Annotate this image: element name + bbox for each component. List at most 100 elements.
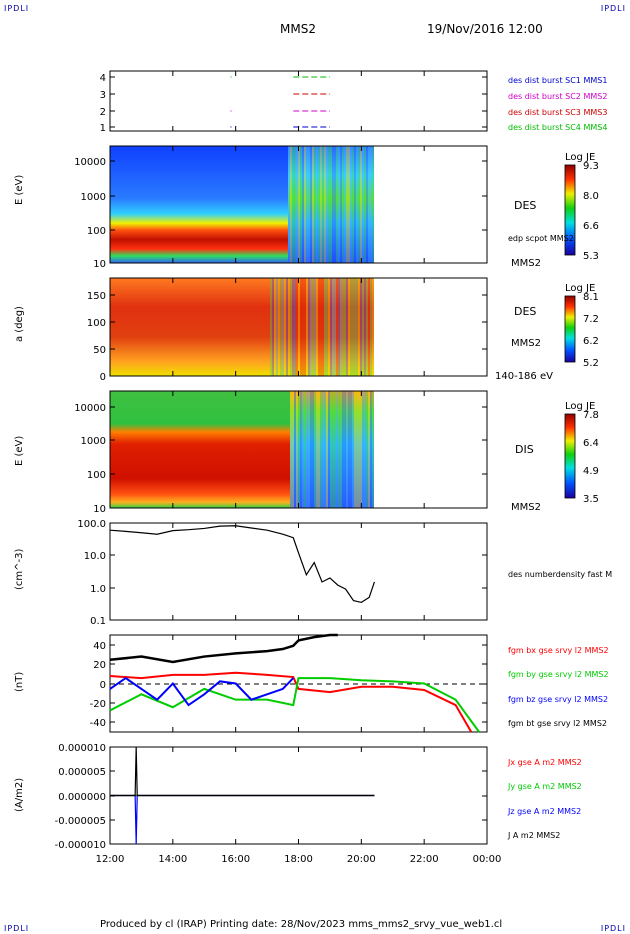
spectrogram-stripe — [304, 391, 306, 508]
spectrogram-stripe — [308, 278, 310, 376]
colorbar-tick-label: 8.0 — [583, 191, 599, 202]
burst-legend-sc1: des dist burst SC1 MMS1 — [508, 76, 608, 85]
spectrogram-stripe — [320, 391, 322, 508]
spectrogram-stripe — [340, 278, 342, 376]
spectrogram-stripe — [362, 146, 364, 263]
bfield-y-tick: 20 — [93, 660, 106, 671]
spectrogram-stripe — [330, 391, 332, 508]
des-energy-spectrogram — [110, 146, 298, 263]
spectrogram-stripe — [338, 391, 340, 508]
current-y-tick: -0.000010 — [55, 840, 106, 851]
spectrogram-stripe — [364, 391, 366, 508]
density-y-tick: 1.0 — [90, 584, 106, 595]
spectrogram-stripe — [340, 391, 342, 508]
colorbar-tick-label: 4.9 — [583, 466, 599, 477]
spectrogram-stripe — [322, 391, 324, 508]
spectrogram-stripe — [350, 278, 352, 376]
bfield-line — [109, 676, 294, 707]
current-panel — [109, 746, 488, 845]
des-pitch-stripes — [270, 278, 374, 376]
spectrogram-stripe — [304, 278, 306, 376]
spectrogram-stripe — [288, 146, 290, 263]
bfield-y-tick: 40 — [93, 641, 106, 652]
spectrogram-stripe — [296, 278, 298, 376]
des-pitch-y-tick: 50 — [93, 345, 106, 356]
bfield-legend-bz: fgm bz gse srvy l2 MMS2 — [508, 695, 609, 704]
spectrogram-stripe — [316, 146, 318, 263]
spectrogram-stripe — [370, 278, 372, 376]
spectrogram-stripe — [334, 391, 336, 508]
spectrogram-stripe — [306, 278, 308, 376]
dis-energy-spectrogram-transition — [290, 391, 374, 508]
spectrogram-stripe — [352, 391, 354, 508]
spectrogram-stripe — [338, 146, 340, 263]
burst-y-tick: 1 — [100, 123, 106, 134]
spectrogram-stripe — [314, 146, 316, 263]
spectrogram-stripe — [292, 146, 294, 263]
spectrogram-stripe — [344, 278, 346, 376]
x-tick-label: 14:00 — [158, 854, 187, 865]
dis-energy-stripes — [290, 391, 374, 508]
spectrogram-stripe — [290, 278, 292, 376]
spectrogram-stripe — [326, 278, 328, 376]
spectrogram-stripe — [280, 278, 282, 376]
spectrogram-stripe — [328, 278, 330, 376]
density-panel-frame — [109, 522, 488, 621]
spectrogram-stripe — [330, 146, 332, 263]
current-line — [110, 746, 375, 797]
spectrogram-stripe — [310, 146, 312, 263]
spectrogram-stripe — [336, 278, 338, 376]
des-pitch-panel — [109, 277, 488, 377]
spectrogram-stripe — [290, 146, 292, 263]
colorbar-title: Log JE — [565, 152, 595, 163]
des-energy-y-tick: 100 — [87, 226, 106, 237]
current-y-tick: 0.000005 — [58, 767, 106, 778]
spectrogram-stripe — [354, 391, 356, 508]
spectrogram-stripe — [298, 278, 300, 376]
bfield-y-tick: -20 — [90, 699, 106, 710]
spectrogram-stripe — [314, 278, 316, 376]
spectrogram-stripe — [358, 391, 360, 508]
spectrogram-stripe — [352, 146, 354, 263]
spectrogram-stripe — [272, 278, 274, 376]
spectrogram-stripe — [346, 146, 348, 263]
spectrogram-stripe — [332, 391, 334, 508]
density-line — [109, 525, 375, 604]
spectrogram-stripe — [328, 146, 330, 263]
corner-label-top-left: IPDLI — [4, 4, 30, 13]
spectrogram-stripe — [328, 391, 330, 508]
spectrogram-stripe — [300, 391, 302, 508]
density-legend: des numberdensity fast M — [508, 570, 613, 579]
corner-label-bottom-right: IPDLI — [600, 924, 626, 933]
spectrogram-stripe — [318, 278, 320, 376]
spectrogram-stripe — [284, 278, 286, 376]
burst-legend-sc2: des dist burst SC2 MMS2 — [508, 92, 608, 101]
burst-y-tick: 4 — [100, 73, 106, 84]
current-y-tick: 0.000010 — [58, 743, 106, 754]
colorbar-tick-label: 6.2 — [583, 336, 599, 347]
des-energy-right-sub: edp scpot MMS2 — [508, 234, 574, 243]
colorbar-tick-label: 6.4 — [583, 438, 599, 449]
spectrogram-stripe — [354, 278, 356, 376]
spectrogram-stripe — [342, 278, 344, 376]
density-y-tick: 10.0 — [84, 551, 106, 562]
spectrogram-stripe — [312, 278, 314, 376]
spectrogram-stripe — [308, 146, 310, 263]
des-pitch-y-tick: 150 — [87, 291, 106, 302]
spectrogram-stripe — [350, 391, 352, 508]
dis-energy-right-label: DIS — [515, 443, 534, 456]
spectrogram-stripe — [366, 391, 368, 508]
spectrogram-stripe — [368, 146, 370, 263]
spectrogram-stripe — [334, 146, 336, 263]
des-pitch-y-tick: 100 — [87, 318, 106, 329]
burst-legend-sc4: des dist burst SC4 MMS4 — [508, 123, 608, 132]
date-time-title: 19/Nov/2016 12:00 — [427, 22, 543, 36]
spectrogram-stripe — [300, 146, 302, 263]
spectrogram-stripe — [344, 391, 346, 508]
spectrogram-stripe — [342, 391, 344, 508]
current-lines — [110, 746, 375, 845]
colorbar — [564, 295, 576, 363]
colorbar — [564, 413, 576, 499]
spectrogram-stripe — [332, 146, 334, 263]
spectrogram-stripe — [350, 146, 352, 263]
